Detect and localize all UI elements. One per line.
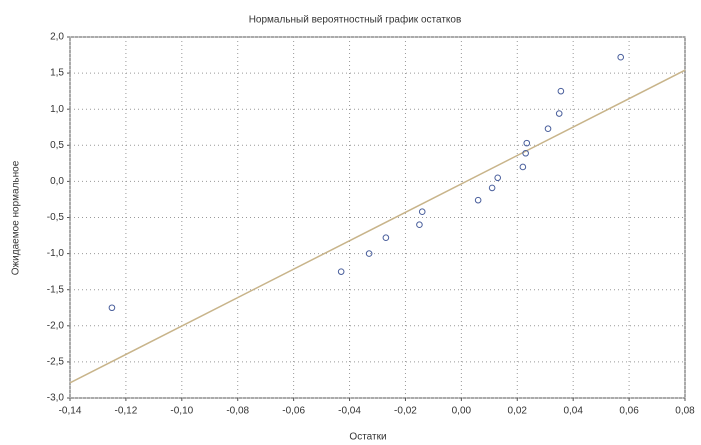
y-tick-label: -2,5 (47, 357, 65, 368)
x-tick-label: 0,06 (619, 406, 639, 417)
data-point (523, 139, 531, 147)
data-point (494, 174, 502, 182)
y-tick-label: -1,0 (47, 248, 65, 259)
y-tick-label: -1,5 (47, 284, 65, 295)
data-point (365, 250, 373, 257)
data-point (617, 53, 625, 61)
y-tick-label: -3,0 (47, 393, 65, 404)
y-tick-label: 0,0 (50, 176, 64, 187)
data-point (519, 163, 527, 171)
data-point (544, 125, 552, 132)
chart-title: Нормальный вероятностный график остатков (249, 14, 462, 26)
data-point (555, 110, 563, 117)
y-tick-label: -2,0 (47, 320, 65, 331)
x-tick-label: -0,14 (59, 406, 82, 417)
y-tick-label: -0,5 (47, 212, 65, 223)
y-tick-label: 1,5 (50, 68, 64, 79)
data-point (488, 184, 496, 192)
y-tick-label: 0,5 (50, 140, 64, 151)
x-tick-label: 0,08 (675, 406, 695, 417)
x-tick-label: 0,02 (508, 406, 528, 417)
data-point (416, 221, 423, 229)
data-point (337, 268, 345, 275)
x-tick-label: 0,04 (563, 406, 583, 417)
data-point (522, 149, 529, 157)
y-tick-label: 1,0 (50, 104, 64, 115)
x-axis-label: Остатки (349, 432, 386, 443)
x-tick-label: -0,10 (170, 406, 193, 417)
x-tick-label: 0,00 (452, 406, 472, 417)
data-point (382, 234, 390, 242)
data-point (418, 208, 426, 216)
x-tick-label: -0,08 (226, 406, 249, 417)
y-axis-label: Ожидаемое нормальное (11, 160, 22, 275)
x-tick-label: -0,02 (394, 406, 417, 417)
y-tick-label: 2,0 (50, 32, 64, 43)
x-tick-label: -0,06 (282, 406, 305, 417)
data-point (557, 87, 565, 95)
x-tick-label: -0,12 (115, 406, 138, 417)
fit-line (69, 69, 686, 384)
data-point (474, 196, 482, 204)
x-tick-label: -0,04 (338, 406, 361, 417)
data-point (108, 304, 116, 312)
